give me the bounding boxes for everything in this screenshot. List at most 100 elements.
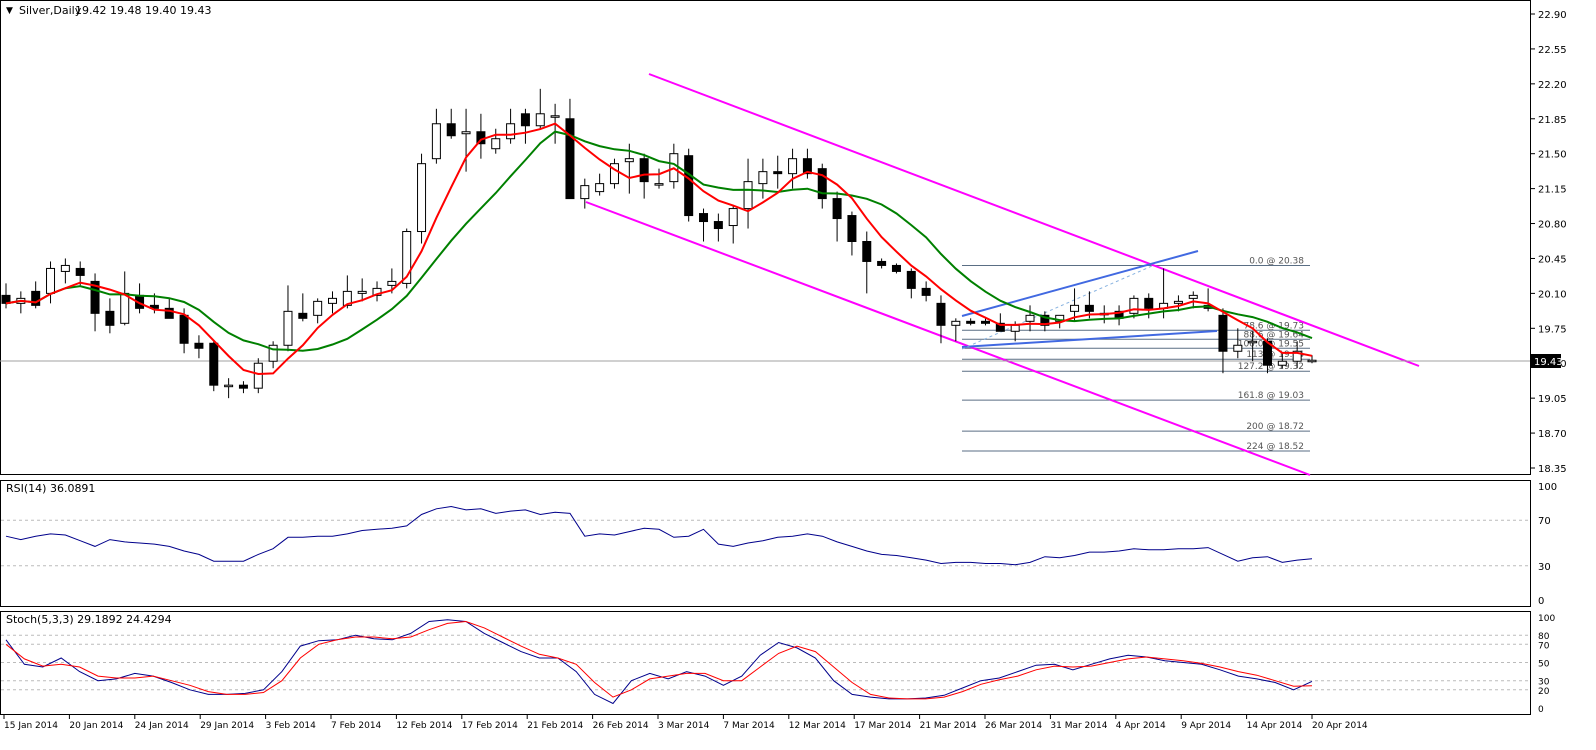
bull-candle <box>1129 297 1139 314</box>
bull-candle <box>654 183 664 186</box>
bull-candle <box>1055 314 1065 322</box>
time-tick-label: 20 Jan 2014 <box>69 721 123 731</box>
stoch-tick-label: 20 <box>1538 687 1550 697</box>
bear-candle <box>194 342 204 349</box>
bear-candle <box>847 215 857 242</box>
rsi-tick-label: 70 <box>1538 516 1551 527</box>
stoch-tick-label: 70 <box>1538 641 1550 651</box>
fib-level-label: 113 @ 19.44 <box>1246 350 1304 360</box>
rsi-panel <box>0 480 1531 607</box>
rsi-axis: 100 70 30 0 <box>1 482 1557 607</box>
symbol-menu-icon[interactable]: ▼ <box>6 6 13 16</box>
bull-candle <box>60 264 70 272</box>
current-price-value: 19.43 <box>1534 357 1563 368</box>
fib-level-label: 161.8 @ 19.03 <box>1238 391 1304 401</box>
price-channel <box>0 73 1530 476</box>
stoch-tick-label: 30 <box>1538 678 1550 688</box>
time-tick-label: 26 Mar 2014 <box>985 721 1042 731</box>
time-tick-label: 12 Feb 2014 <box>396 721 452 731</box>
bull-candle <box>417 163 427 233</box>
bear-candle <box>149 304 159 309</box>
fib-level-label: 224 @ 18.52 <box>1246 442 1304 452</box>
rsi-tick-label: 30 <box>1538 562 1551 573</box>
price-tick-label: 21.50 <box>1538 150 1567 161</box>
stoch-tick-label: 100 <box>1538 614 1555 624</box>
channel-lower-line <box>585 201 1311 476</box>
bear-candle <box>639 158 649 183</box>
bull-candle <box>550 115 560 118</box>
stoch-signal-line <box>5 620 1313 700</box>
bear-candle <box>90 280 100 314</box>
time-tick-label: 20 Apr 2014 <box>1312 721 1368 731</box>
bull-candle <box>357 290 367 294</box>
time-axis: 15 Jan 2014 20 Jan 2014 24 Jan 2014 29 Jan … <box>3 715 1368 731</box>
bear-candle <box>179 314 189 344</box>
price-tick-label: 19.75 <box>1538 324 1567 335</box>
bear-candle <box>877 260 887 266</box>
bear-candle <box>684 155 694 217</box>
bear-candle <box>832 198 842 220</box>
bull-candle <box>431 123 441 160</box>
bull-candle <box>580 185 590 200</box>
time-tick-label: 17 Feb 2014 <box>462 721 518 731</box>
time-tick-label: 14 Apr 2014 <box>1247 721 1303 731</box>
bull-candle <box>624 158 634 163</box>
bear-candle <box>75 267 85 276</box>
bull-candle <box>595 183 605 193</box>
bear-candle <box>1144 297 1154 309</box>
time-tick-label: 4 Apr 2014 <box>1116 721 1166 731</box>
price-tick-label: 22.20 <box>1538 80 1567 91</box>
price-tick-label: 18.35 <box>1538 464 1567 475</box>
bull-candle <box>1248 340 1258 344</box>
bull-candle <box>224 384 234 388</box>
bear-candle <box>802 158 812 175</box>
time-tick-label: 24 Jan 2014 <box>135 721 189 731</box>
bull-candle <box>758 171 768 185</box>
bull-candle <box>1173 300 1183 304</box>
bull-candle <box>313 300 323 316</box>
bull-candle <box>1277 360 1287 366</box>
time-tick-label: 17 Mar 2014 <box>854 721 911 731</box>
price-tick-label: 21.85 <box>1538 115 1567 126</box>
current-price-tag <box>1531 354 1561 368</box>
bull-candle <box>372 287 382 296</box>
ohlc-label: 19.42 19.48 19.40 19.43 <box>75 4 211 17</box>
channel-upper-line <box>648 73 1420 367</box>
time-tick-label: 3 Mar 2014 <box>658 721 710 731</box>
bull-candle <box>788 158 798 175</box>
bull-candle <box>1292 350 1302 362</box>
rsi-series <box>5 505 1313 566</box>
fib-level-label: 88.6 @ 19.64 <box>1243 330 1304 340</box>
bull-candle <box>283 310 293 346</box>
time-tick-label: 26 Feb 2014 <box>593 721 649 731</box>
time-tick-label: 21 Feb 2014 <box>527 721 583 731</box>
price-tick-label: 19.05 <box>1538 394 1567 405</box>
price-tick-label: 20.80 <box>1538 220 1567 231</box>
slow-moving-average <box>5 130 1313 352</box>
fib-level-label: 127.2 @ 19.32 <box>1238 362 1304 372</box>
bull-candle <box>609 163 619 185</box>
stoch-series <box>5 619 1313 705</box>
bull-candle <box>951 320 961 326</box>
price-tick-label: 22.55 <box>1538 45 1567 56</box>
bear-candle <box>520 113 530 127</box>
rsi-label: RSI(14) 36.0891 <box>6 482 95 495</box>
bear-candle <box>238 384 248 389</box>
bull-candle <box>461 131 471 135</box>
bear-candle <box>773 171 783 175</box>
bear-candle <box>298 312 308 319</box>
bull-candle <box>728 208 738 227</box>
bear-candle <box>565 118 575 200</box>
time-tick-label: 9 Apr 2014 <box>1181 721 1231 731</box>
price-tick-label: 20.45 <box>1538 254 1567 265</box>
bull-candle <box>1025 314 1035 322</box>
bull-candle <box>1188 294 1198 299</box>
rsi-tick-label: 0 <box>1538 596 1544 607</box>
symbol-label: Silver,Daily <box>19 4 82 17</box>
bull-candle <box>268 344 278 362</box>
time-tick-label: 29 Jan 2014 <box>200 721 254 731</box>
bull-candle <box>506 123 516 140</box>
bear-candle <box>699 213 709 223</box>
